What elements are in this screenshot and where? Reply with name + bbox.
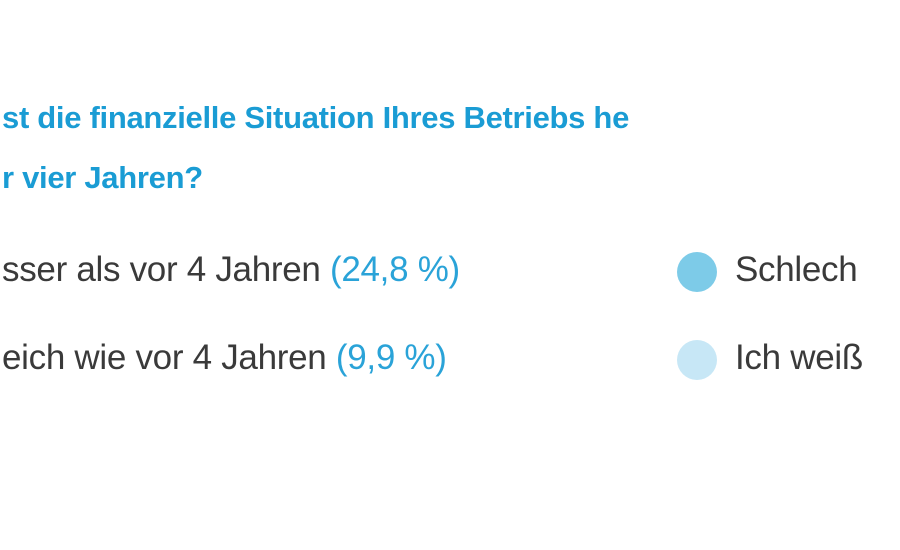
title-line: r vier Jahren? (2, 160, 203, 195)
legend-entry: eich wie vor 4 Jahren (9,9 %) (2, 338, 447, 378)
legend-label: Schlech (735, 250, 858, 289)
legend-value: (24,8 %) (330, 250, 460, 289)
legend-entry: sser als vor 4 Jahren (24,8 %) (2, 250, 460, 290)
legend-swatch (677, 340, 717, 380)
title-line: st die finanzielle Situation Ihres Betri… (2, 100, 630, 135)
legend-label: sser als vor 4 Jahren (2, 250, 321, 289)
legend-value: (9,9 %) (335, 338, 447, 377)
legend-swatch (677, 252, 717, 292)
legend-label: eich wie vor 4 Jahren (2, 338, 327, 377)
legend-label: Ich weiß (735, 338, 863, 377)
